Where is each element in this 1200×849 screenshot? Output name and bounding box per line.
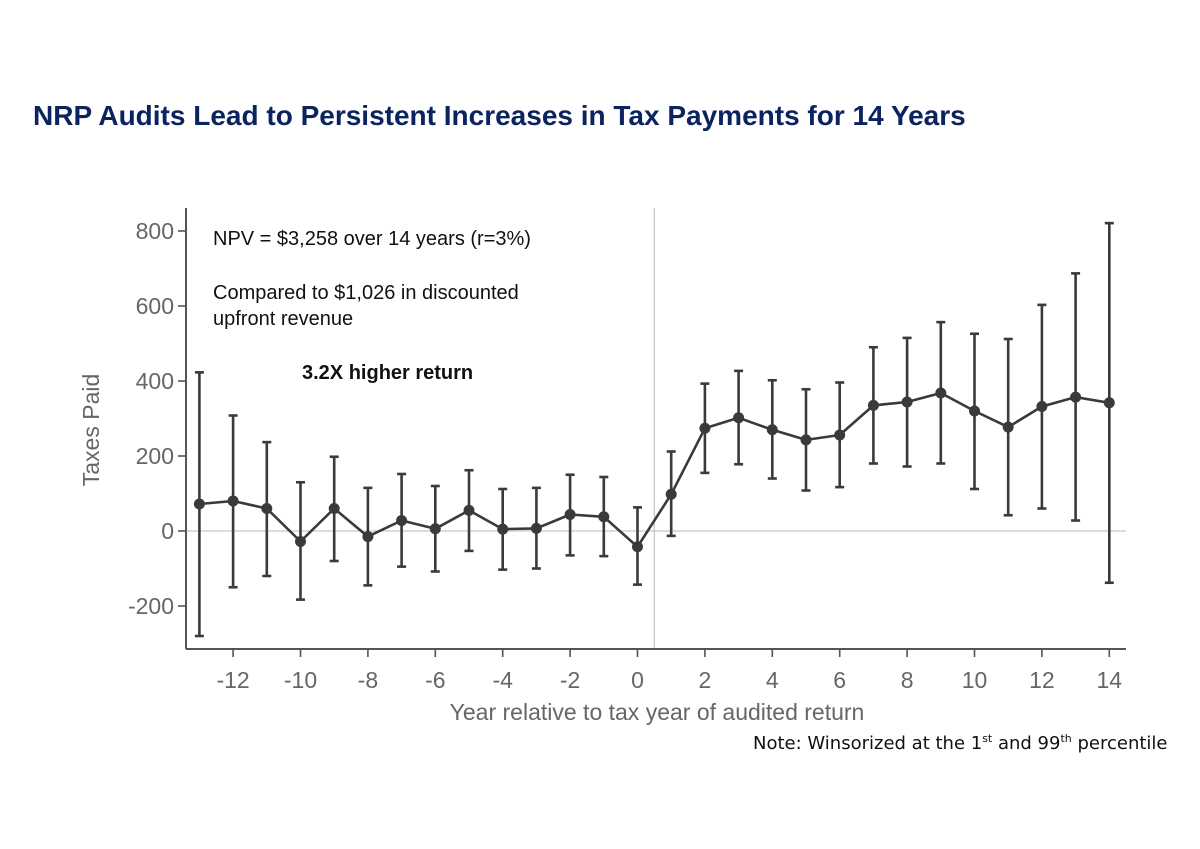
x-tick-label: 4 [766,667,779,693]
data-point [396,515,408,526]
reference-lines [186,208,1126,649]
data-point [935,387,947,399]
data-point [530,522,542,534]
y-axis-label: Taxes Paid [78,374,104,487]
data-point [632,541,643,553]
chart-title: NRP Audits Lead to Persistent Increases … [33,100,966,131]
footnote-prefix: Note: Winsorized at the 1 [753,733,983,754]
data-point [261,503,273,514]
ticks: -200 0 200 400 600 800 -12 -10 -8 -6 -4 -2 0 2 4 6 8 10 12… [128,218,1122,693]
data-point [328,503,340,514]
x-tick-label: 2 [699,667,712,693]
y-tick-label: 200 [136,443,174,469]
ratio-annotation: 3.2X higher return [302,362,474,384]
y-tick-label: 800 [136,218,174,244]
footnote-sup-st: st [982,732,993,745]
x-tick-label: 0 [631,667,644,693]
npv-annotation: NPV = $3,258 over 14 years (r=3%) [213,228,531,250]
data-point [834,429,846,441]
comparison-annotation-line2: upfront revenue [213,308,354,330]
data-point [733,412,745,424]
data-point [362,531,374,543]
x-tick-label: -10 [284,667,317,693]
data-point [497,523,509,535]
data-point [227,495,239,507]
data-points [193,387,1115,553]
x-tick-label: -4 [492,667,513,693]
data-point [969,405,980,417]
data-point [1002,421,1014,433]
data-point [193,498,205,510]
data-point [1070,391,1082,403]
x-tick-label: 8 [901,667,914,693]
series-line [199,391,1110,549]
data-point [598,511,610,523]
data-point [766,424,778,436]
y-tick-label: 0 [161,518,174,544]
x-tick-label: -12 [216,667,249,693]
data-point [665,488,677,500]
footnote-middle: and 99 [992,733,1061,754]
y-tick-label: 600 [136,293,174,319]
x-axis-label: Year relative to tax year of audited ret… [450,699,865,725]
x-tick-label: -2 [560,667,580,693]
footnote-suffix: percentile [1071,733,1168,754]
data-point [800,434,812,446]
x-tick-label: -6 [425,667,445,693]
x-tick-label: 10 [962,667,988,693]
footnote: Note: Winsorized at the 1st and 99th per… [753,732,1168,754]
footnote-sup-th: th [1060,732,1072,745]
data-point [699,422,711,434]
x-tick-label: 6 [833,667,846,693]
x-tick-label: -8 [358,667,378,693]
data-point [295,536,306,547]
data-point [901,396,913,408]
comparison-annotation-line1: Compared to $1,026 in discounted [213,282,519,304]
data-point [867,399,879,411]
x-tick-label: 12 [1029,667,1055,693]
data-point [463,504,475,516]
axes [185,208,1126,650]
data-point [1103,397,1115,409]
x-tick-label: 14 [1097,667,1123,693]
data-point [429,523,441,535]
y-tick-label: 400 [136,368,174,394]
data-point [1036,401,1048,412]
y-tick-label: -200 [128,593,174,619]
series-line [199,391,1110,549]
data-point [564,509,576,520]
